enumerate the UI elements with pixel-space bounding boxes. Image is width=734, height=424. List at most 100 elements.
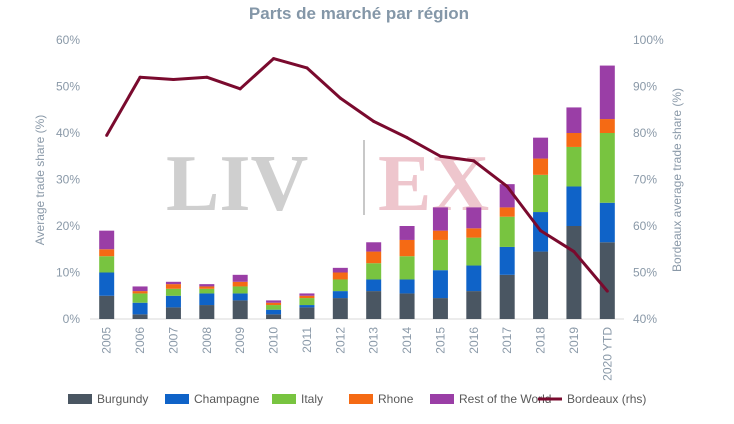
chart-title: Parts de marché par région xyxy=(249,4,469,23)
y-tick-left: 50% xyxy=(56,80,80,94)
bar-italy xyxy=(399,256,415,280)
y-axis-right-title: Bordeaux average trade share (%) xyxy=(670,88,684,272)
bar-rest-of-the-world xyxy=(299,293,315,296)
bar-rest-of-the-world xyxy=(266,300,282,303)
x-tick-label: 2009 xyxy=(233,327,247,354)
bar-champagne xyxy=(566,186,582,226)
bar-italy xyxy=(232,286,248,294)
line-point-bordeaux xyxy=(305,66,309,70)
bar-rest-of-the-world xyxy=(232,274,248,282)
line-point-bordeaux xyxy=(238,87,242,91)
bar-italy xyxy=(132,293,148,303)
x-tick-label: 2011 xyxy=(300,327,314,353)
bar-rhone xyxy=(499,207,515,217)
bar-rhone xyxy=(366,251,382,264)
line-point-bordeaux xyxy=(171,78,175,82)
y-tick-left: 0% xyxy=(63,312,81,326)
bar-rest-of-the-world xyxy=(165,281,181,285)
bar-rest-of-the-world xyxy=(99,230,115,250)
bar-burgundy xyxy=(399,293,415,319)
y-tick-left: 60% xyxy=(56,33,80,47)
x-tick-label: 2005 xyxy=(100,327,114,354)
bar-rest-of-the-world xyxy=(366,242,382,252)
bar-burgundy xyxy=(132,314,148,319)
legend-swatch-rest-of-the-world xyxy=(430,394,454,404)
bar-rhone xyxy=(432,230,448,240)
bar-rest-of-the-world xyxy=(432,207,448,231)
bar-italy xyxy=(99,256,115,273)
legend-label-bordeaux-rhs: Bordeaux (rhs) xyxy=(567,392,646,406)
bar-champagne xyxy=(132,302,148,315)
bar-italy xyxy=(499,216,515,247)
bar-champagne xyxy=(99,272,115,296)
bar-champagne xyxy=(399,279,415,294)
legend-label-champagne: Champagne xyxy=(194,392,260,406)
y-axis-left-title: Average trade share (%) xyxy=(33,115,47,246)
bar-rest-of-the-world xyxy=(533,137,549,159)
bar-burgundy xyxy=(566,226,582,319)
bar-champagne xyxy=(232,293,248,301)
bar-burgundy xyxy=(533,251,549,319)
bar-italy xyxy=(165,288,181,296)
bar-italy xyxy=(599,133,615,203)
bar-champagne xyxy=(299,305,315,308)
x-tick-label: 2014 xyxy=(400,327,414,354)
svg-text:LIV: LIV xyxy=(166,140,308,228)
line-point-bordeaux xyxy=(338,96,342,100)
legend: Burgundy Champagne Italy Rhone Rest of the W… xyxy=(68,392,646,406)
bar-champagne xyxy=(266,309,282,315)
bar-burgundy xyxy=(165,307,181,319)
x-tick-label: 2018 xyxy=(534,327,548,354)
bar-italy xyxy=(432,239,448,271)
bar-rhone xyxy=(332,272,348,280)
watermark-logo: LIV EX xyxy=(166,140,489,228)
bar-burgundy xyxy=(466,291,482,319)
bar-rhone xyxy=(165,284,181,289)
bar-italy xyxy=(466,237,482,266)
bar-burgundy xyxy=(332,298,348,319)
line-point-bordeaux xyxy=(405,136,409,140)
legend-label-rhone: Rhone xyxy=(378,392,414,406)
y-tick-right: 70% xyxy=(633,173,657,187)
y-tick-right: 60% xyxy=(633,219,657,233)
bar-champagne xyxy=(165,295,181,308)
legend-label-italy: Italy xyxy=(301,392,323,406)
line-point-bordeaux xyxy=(472,159,476,163)
y-axis-right: 40% 50% 60% 70% 80% 90% 100% xyxy=(633,33,664,326)
bar-rhone xyxy=(566,133,582,147)
bar-rhone xyxy=(232,281,248,287)
bar-burgundy xyxy=(299,307,315,319)
bar-burgundy xyxy=(366,291,382,319)
bar-rhone xyxy=(99,249,115,257)
x-tick-label: 2006 xyxy=(133,327,147,354)
bar-rest-of-the-world xyxy=(399,226,415,240)
legend-swatch-rhone xyxy=(349,394,373,404)
y-tick-right: 100% xyxy=(633,33,664,47)
bar-rest-of-the-world xyxy=(566,107,582,133)
x-tick-label: 2016 xyxy=(467,327,481,354)
line-point-bordeaux xyxy=(605,289,609,293)
bar-champagne xyxy=(499,246,515,275)
legend-label-burgundy: Burgundy xyxy=(97,392,148,406)
bar-burgundy xyxy=(432,298,448,319)
bar-italy xyxy=(199,288,215,294)
x-tick-label: 2019 xyxy=(567,327,581,354)
bar-rhone xyxy=(199,286,215,289)
legend-swatch-champagne xyxy=(165,394,189,404)
bar-burgundy xyxy=(199,305,215,319)
legend-label-rest-of-the-world: Rest of the World xyxy=(459,392,551,406)
bar-champagne xyxy=(432,270,448,299)
line-point-bordeaux xyxy=(205,75,209,79)
bordeaux-line xyxy=(105,57,609,293)
bar-burgundy xyxy=(232,300,248,319)
line-point-bordeaux xyxy=(272,57,276,61)
x-tick-label: 2013 xyxy=(367,327,381,354)
bar-rest-of-the-world xyxy=(199,284,215,287)
x-axis: 2005 2006 2007 2008 2009 2010 2011 2012 2013 2014… xyxy=(100,327,615,381)
x-tick-label: 2017 xyxy=(500,327,514,354)
y-tick-left: 20% xyxy=(56,219,80,233)
x-tick-label: 2012 xyxy=(333,327,347,354)
bar-champagne xyxy=(466,265,482,292)
y-tick-left: 40% xyxy=(56,126,80,140)
bar-rest-of-the-world xyxy=(466,207,482,229)
